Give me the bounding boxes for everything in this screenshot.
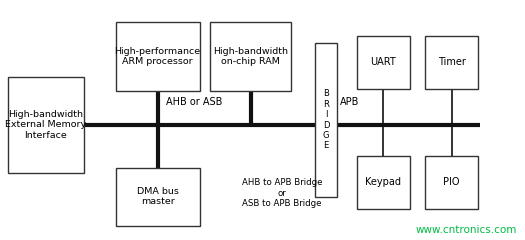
Text: AHB or ASB: AHB or ASB <box>166 97 223 107</box>
FancyBboxPatch shape <box>116 168 200 226</box>
Text: High-bandwidth
External Memory
Interface: High-bandwidth External Memory Interface <box>5 110 87 140</box>
Text: Timer: Timer <box>437 57 466 67</box>
FancyBboxPatch shape <box>425 156 478 209</box>
FancyBboxPatch shape <box>116 22 200 91</box>
Text: PIO: PIO <box>443 177 460 187</box>
Text: B
R
I
D
G
E: B R I D G E <box>323 90 329 150</box>
Text: Keypad: Keypad <box>365 177 401 187</box>
FancyBboxPatch shape <box>357 36 410 89</box>
Text: UART: UART <box>370 57 396 67</box>
Text: AHB to APB Bridge
or
ASB to APB Bridge: AHB to APB Bridge or ASB to APB Bridge <box>242 178 322 208</box>
FancyBboxPatch shape <box>425 36 478 89</box>
FancyBboxPatch shape <box>357 156 410 209</box>
Text: High-bandwidth
on-chip RAM: High-bandwidth on-chip RAM <box>213 47 288 66</box>
Text: DMA bus
master: DMA bus master <box>136 187 178 206</box>
FancyBboxPatch shape <box>8 77 84 173</box>
FancyBboxPatch shape <box>315 43 337 197</box>
Text: High-performance
ARM processor: High-performance ARM processor <box>114 47 201 66</box>
Text: www.cntronics.com: www.cntronics.com <box>416 225 517 235</box>
Text: APB: APB <box>340 97 360 107</box>
FancyBboxPatch shape <box>210 22 291 91</box>
